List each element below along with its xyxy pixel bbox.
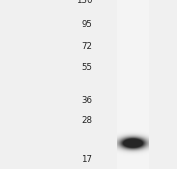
Text: 55: 55	[81, 63, 92, 72]
Text: 36: 36	[81, 96, 92, 105]
Text: 17: 17	[81, 155, 92, 164]
Text: 95: 95	[81, 20, 92, 29]
Text: 130: 130	[76, 0, 92, 5]
Text: 72: 72	[81, 42, 92, 51]
Bar	[117, 0, 149, 169]
Text: 28: 28	[81, 116, 92, 125]
